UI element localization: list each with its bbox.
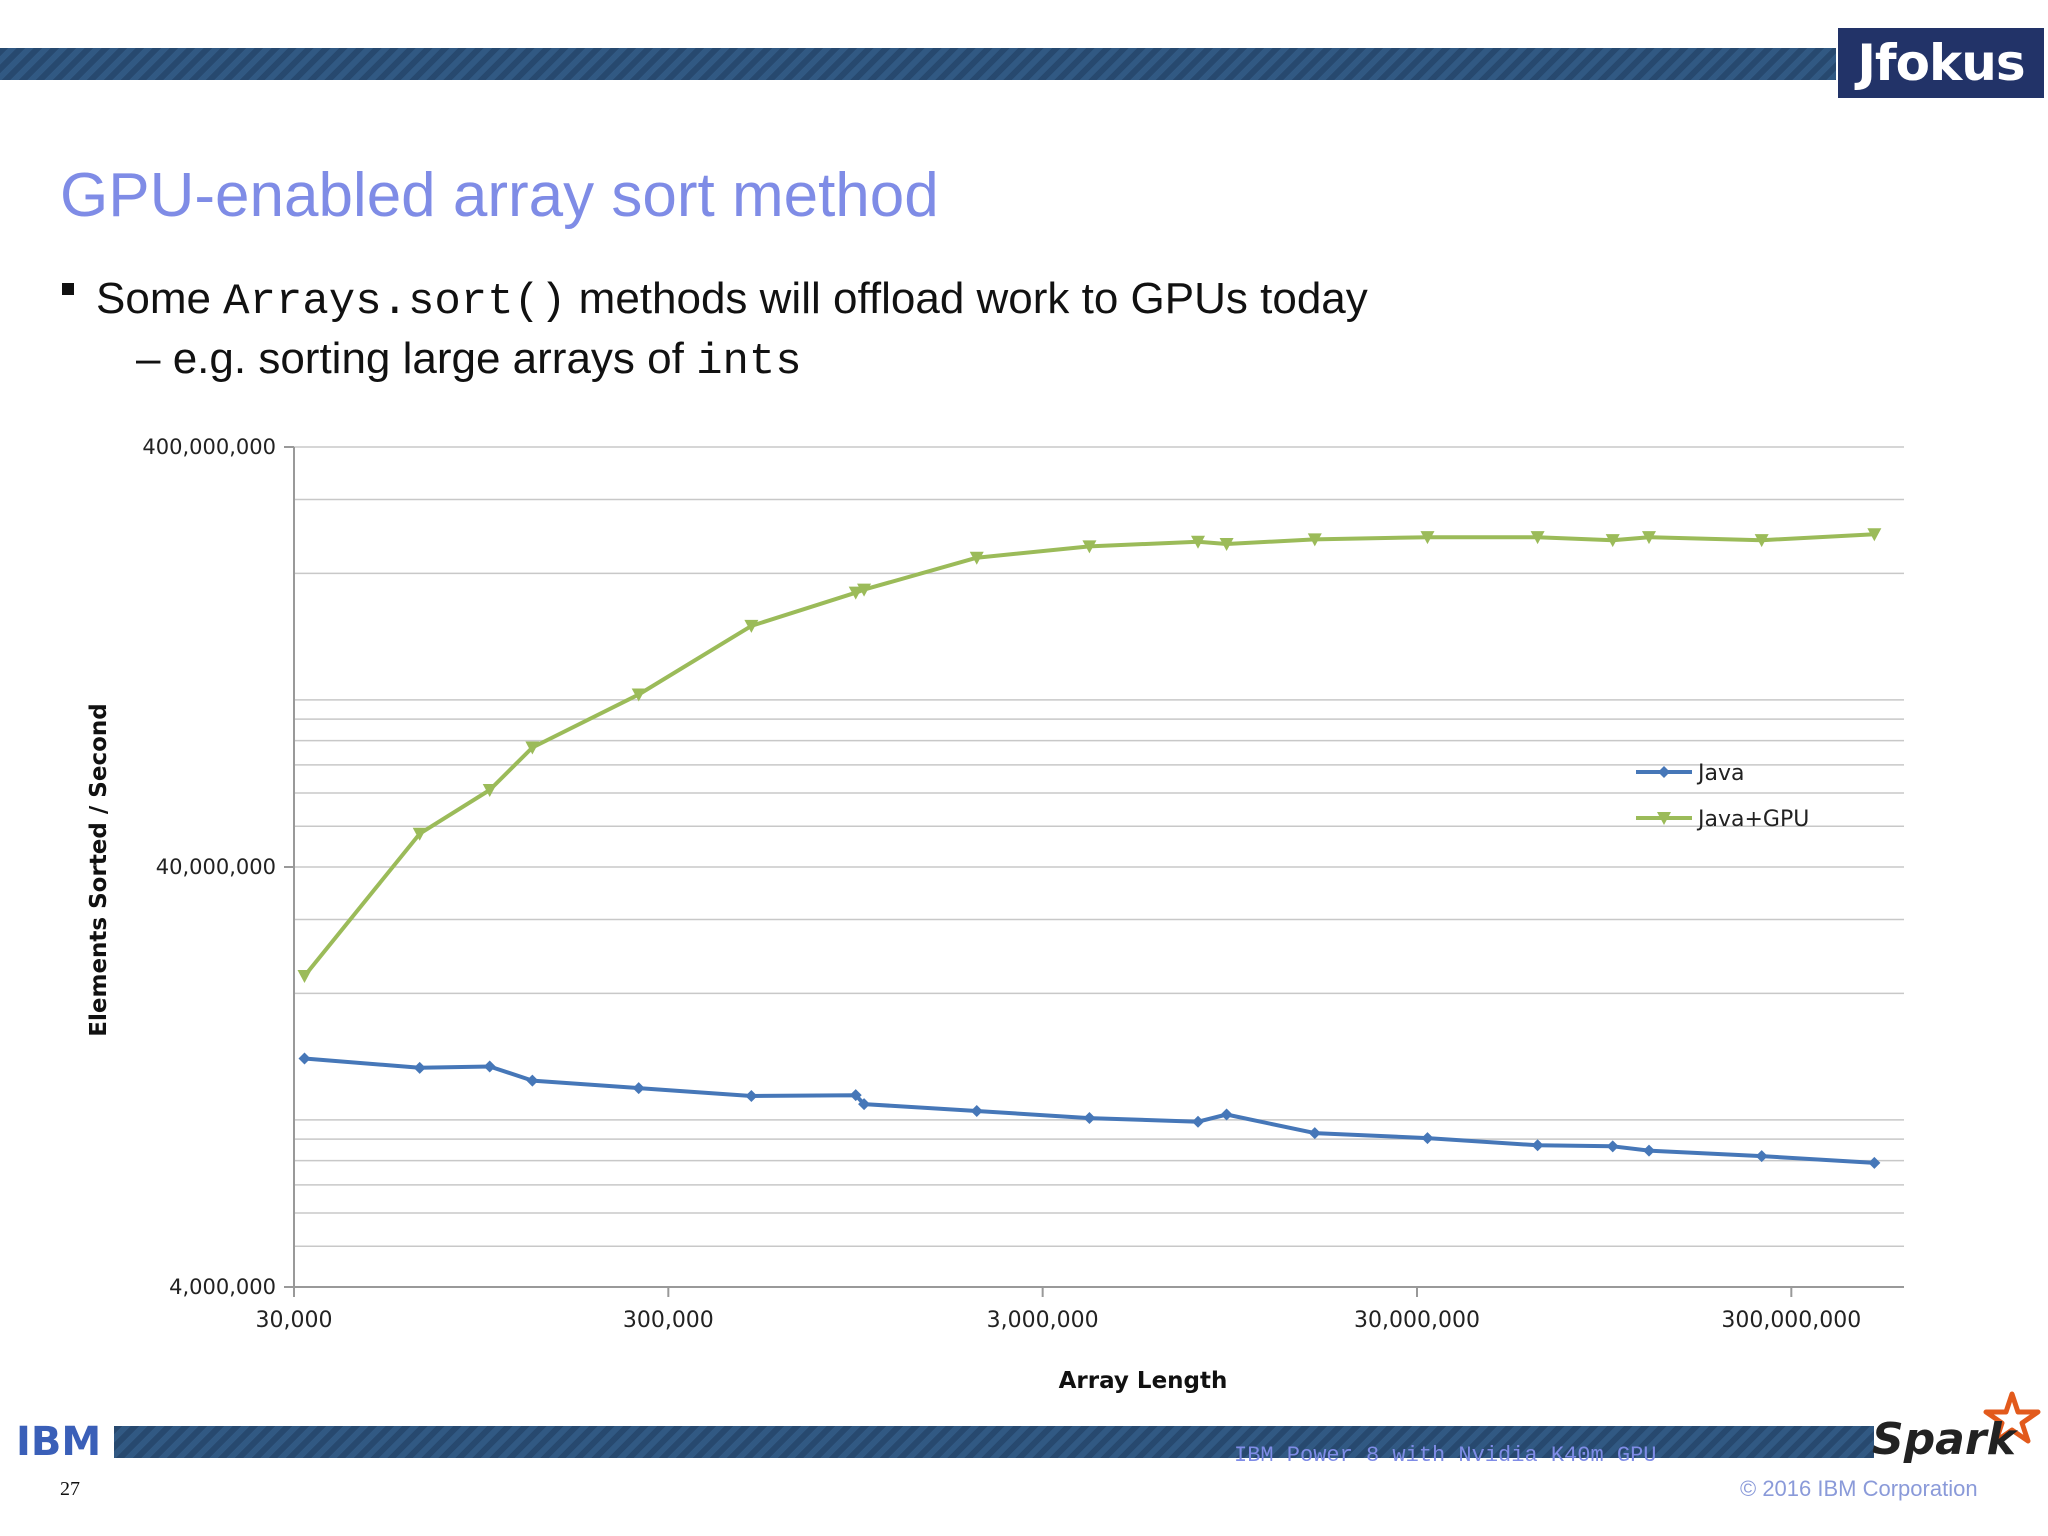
y-tick-label: 400,000,000 — [142, 435, 276, 459]
data-point-diamond — [1606, 1140, 1619, 1153]
spark-logo: Spark — [1872, 1391, 2041, 1465]
data-point-triangle — [1420, 531, 1435, 545]
header-band — [0, 48, 1836, 80]
page-number: 27 — [60, 1478, 80, 1500]
data-point-diamond — [413, 1061, 426, 1074]
series-java-gpu — [297, 528, 1882, 984]
spark-logo-text: Spark — [1872, 1414, 2019, 1465]
data-point-triangle — [1082, 540, 1097, 554]
data-point-diamond — [849, 1089, 862, 1102]
data-point-diamond — [970, 1104, 983, 1117]
data-point-triangle — [1754, 534, 1769, 548]
slide-title: GPU-enabled array sort method — [60, 161, 939, 230]
data-point-triangle — [1605, 534, 1620, 548]
x-tick-label: 300,000 — [623, 1308, 714, 1333]
copyright: © 2016 IBM Corporation — [1740, 1476, 1978, 1501]
bullet-1-code: Arrays.sort() — [223, 277, 567, 327]
legend-entry: Java+GPU — [1636, 807, 1809, 832]
data-point-diamond — [298, 1052, 311, 1065]
data-point-triangle — [969, 551, 984, 565]
ibm-logo: IBM — [16, 1419, 102, 1465]
data-point-triangle — [412, 827, 427, 841]
data-point-diamond — [1083, 1112, 1096, 1125]
data-point-triangle — [631, 688, 646, 702]
data-point-triangle — [1307, 533, 1322, 547]
data-point-diamond — [483, 1060, 496, 1073]
data-point-triangle — [848, 586, 863, 600]
bullet-2-dash: – — [136, 334, 173, 383]
data-point-triangle — [1190, 535, 1205, 549]
jfokus-logo: Jfokus — [1838, 28, 2044, 98]
data-point-diamond — [1531, 1139, 1544, 1152]
footer-band — [114, 1426, 1874, 1458]
spark-star-icon — [1983, 1391, 2041, 1444]
bullet-2-code: ints — [696, 337, 802, 387]
series-java — [298, 1052, 1881, 1169]
data-point-diamond — [1755, 1150, 1768, 1163]
bullet-2-pre: e.g. sorting large arrays of — [172, 334, 697, 383]
x-tick-label: 30,000 — [256, 1308, 333, 1333]
x-tick-label: 3,000,000 — [987, 1308, 1099, 1333]
data-point-triangle — [1867, 528, 1882, 542]
bullet-2: – e.g. sorting large arrays of ints — [136, 334, 802, 387]
data-point-diamond — [526, 1074, 539, 1087]
data-point-triangle — [482, 784, 497, 798]
data-point-diamond — [1658, 766, 1670, 778]
y-tick-label: 40,000,000 — [156, 855, 276, 879]
chart-legend: Java Java+GPU — [1636, 761, 1809, 832]
footer-note: IBM Power 8 with Nvidia K40m GPU — [1234, 1443, 1657, 1468]
chart-axes: 4,000,000 40,000,000 400,000,000 30,000 300,… — [142, 435, 1904, 1333]
data-point-triangle — [525, 741, 540, 755]
chart-series — [297, 528, 1882, 1169]
data-point-diamond — [1220, 1108, 1233, 1121]
bullet-square-icon — [62, 283, 74, 296]
x-tick-label: 300,000,000 — [1721, 1308, 1861, 1333]
data-point-diamond — [1868, 1156, 1881, 1169]
bullet-1-post: methods will offload work to GPUs today — [566, 274, 1368, 323]
series-line — [302, 532, 1875, 978]
bullet-1-pre: Some — [96, 274, 224, 323]
chart: 4,000,000 40,000,000 400,000,000 30,000 300,… — [86, 435, 1904, 1394]
data-point-triangle — [744, 619, 759, 633]
data-point-diamond — [858, 1098, 871, 1111]
data-point-triangle — [1530, 531, 1545, 545]
legend-entry: Java — [1636, 761, 1744, 786]
data-point-diamond — [1642, 1144, 1655, 1157]
chart-grid — [294, 446, 1904, 1288]
x-tick-label: 30,000,000 — [1354, 1308, 1480, 1333]
data-point-diamond — [1191, 1115, 1204, 1128]
data-point-triangle — [1657, 812, 1671, 825]
y-axis-title: Elements Sorted / Second — [86, 703, 112, 1036]
data-point-triangle — [1641, 531, 1656, 545]
y-tick-label: 4,000,000 — [169, 1275, 276, 1299]
legend-label: Java+GPU — [1696, 807, 1809, 832]
data-point-diamond — [1421, 1132, 1434, 1145]
bullet-1: Some Arrays.sort() methods will offload … — [62, 274, 1368, 327]
series-line — [304, 1056, 1875, 1165]
data-point-diamond — [632, 1082, 645, 1095]
x-axis-title: Array Length — [1059, 1368, 1228, 1394]
data-point-diamond — [745, 1089, 758, 1102]
data-point-diamond — [1308, 1127, 1321, 1140]
data-point-triangle — [297, 970, 312, 984]
data-point-triangle — [857, 583, 872, 597]
legend-label: Java — [1696, 761, 1744, 786]
data-point-triangle — [1219, 538, 1234, 552]
